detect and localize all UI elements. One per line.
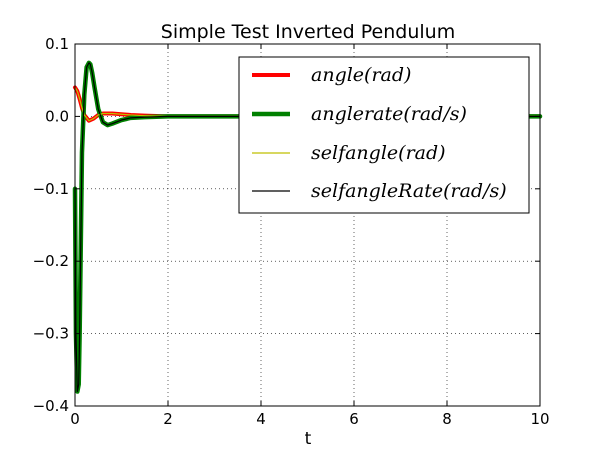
x-tick-label-4: 8 [442,410,452,428]
legend-label-2: selfangle(rad) [311,142,446,164]
legend: angle(rad) anglerate(rad/s) selfangle(rad)… [238,56,530,214]
legend-label-3: selfangleRate(rad/s) [311,180,507,202]
y-tick-label-0: 0.1 [45,35,69,53]
x-tick-label-2: 4 [256,410,266,428]
y-tick-label-2: −0.1 [33,180,69,198]
chart-title: Simple Test Inverted Pendulum [161,21,455,43]
plot-frame [74,43,541,407]
x-tick-label-1: 2 [163,410,173,428]
series-lines [72,60,543,394]
x-tick-label-5: 10 [530,410,549,428]
x-axis-label: t [305,429,312,449]
y-tick-label-5: −0.4 [33,397,69,415]
legend-label-0: angle(rad) [311,64,411,86]
series-line-3 [74,62,541,393]
y-tick-label-3: −0.2 [33,252,69,270]
legend-box [238,56,530,214]
x-tick-label-3: 6 [349,410,359,428]
legend-label-1: anglerate(rad/s) [311,103,467,125]
ticks: 0 2 4 6 8 10 0.1 0.0 −0.1 −0.2 −0.3 −0.4 [33,35,550,428]
x-tick-label-0: 0 [70,410,80,428]
y-tick-label-4: −0.3 [33,325,69,343]
y-tick-label-1: 0.0 [45,107,69,125]
